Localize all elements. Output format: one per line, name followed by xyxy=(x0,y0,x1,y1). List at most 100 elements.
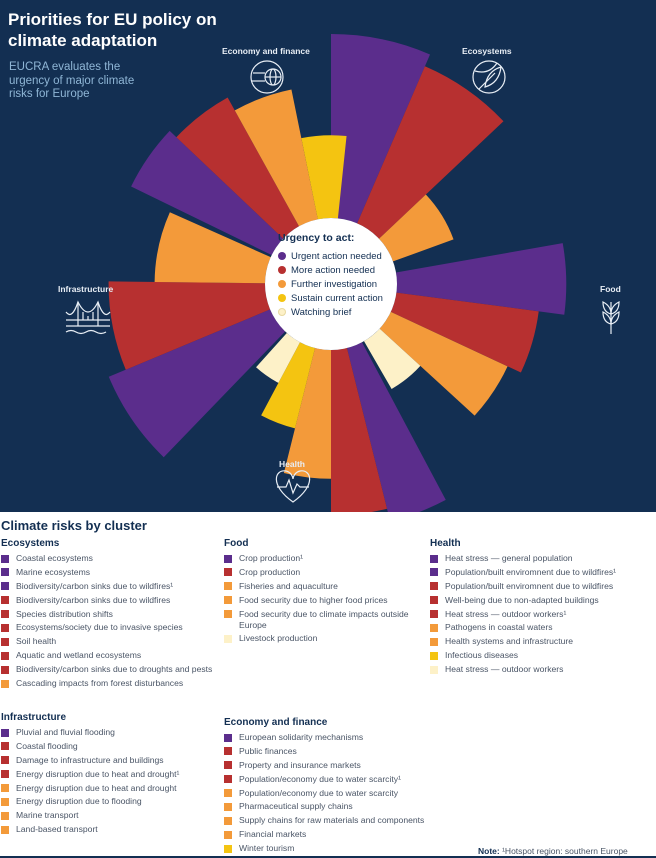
risk-item: Biodiversity/carbon sinks due to wildfir… xyxy=(1,581,216,592)
polar-bar xyxy=(176,97,300,239)
risk-swatch xyxy=(1,623,9,632)
risk-item: Winter tourism xyxy=(224,843,464,854)
risk-swatch xyxy=(224,816,232,825)
risk-swatch xyxy=(1,637,9,646)
risk-swatch xyxy=(1,568,9,577)
risk-label: Aquatic and wetland ecosystems xyxy=(16,650,142,661)
risk-label: Marine transport xyxy=(16,810,79,821)
risk-swatch xyxy=(430,610,438,619)
risk-label: Crop production¹ xyxy=(239,553,304,563)
risk-item: Heat stress — outdoor workers xyxy=(430,664,656,675)
risk-label: Crop production xyxy=(239,566,301,577)
legend-label: Watching brief xyxy=(291,306,352,318)
risk-label: Biodiversity/carbon sinks due to wildfir… xyxy=(16,580,174,591)
risk-item: Fisheries and aquaculture xyxy=(224,581,424,592)
risk-swatch xyxy=(430,651,438,660)
risk-item: Pluvial and fluvial flooding xyxy=(1,727,216,738)
legend-item: Urgent action needed xyxy=(278,249,398,263)
risk-swatch xyxy=(1,596,9,605)
risk-label: Livestock production xyxy=(239,633,318,644)
polar-bar xyxy=(379,194,454,262)
infographic-panel: Priorities for EU policy on climate adap… xyxy=(0,0,656,512)
label-health: Health xyxy=(279,459,305,469)
risk-item: Pathogens in coastal waters xyxy=(430,622,656,633)
legend-item: Further investigation xyxy=(278,277,398,291)
risk-item: Coastal flooding xyxy=(1,741,216,752)
globe-leaf-icon xyxy=(472,60,506,94)
legend-label: Further investigation xyxy=(291,278,378,290)
cluster-list-ecosystems: Ecosystems Coastal ecosystems Marine ecos… xyxy=(1,538,216,692)
legend-title: Urgency to act: xyxy=(278,232,355,244)
chart-center xyxy=(265,218,397,350)
risk-label: Pathogens in coastal waters xyxy=(445,622,553,633)
risk-swatch xyxy=(430,582,438,591)
risk-item: Population/economy due to water scarcity… xyxy=(224,774,464,785)
risk-swatch xyxy=(224,844,232,853)
risk-item: Population/built enviromnent due to wild… xyxy=(430,581,656,592)
cluster-list-food: Food Crop production¹ Crop production Fish… xyxy=(224,538,424,647)
risk-label: Food security due to higher food prices xyxy=(239,594,388,605)
risk-swatch xyxy=(1,742,9,751)
risk-swatch xyxy=(1,554,9,563)
legend-swatch xyxy=(278,266,286,274)
legend-item: Sustain current action xyxy=(278,291,398,305)
cluster-heading: Ecosystems xyxy=(1,538,60,549)
label-ecosystems: Ecosystems xyxy=(462,46,512,56)
risk-swatch xyxy=(224,596,232,605)
risk-swatch xyxy=(1,756,9,765)
polar-bar xyxy=(364,328,421,389)
bridge-icon xyxy=(65,300,111,335)
cluster-list-economy: Economy and finance European solidarity … xyxy=(224,717,464,857)
globe-dollar-icon xyxy=(250,60,284,94)
risk-label: Coastal ecosystems xyxy=(16,553,93,563)
risk-swatch xyxy=(224,789,232,798)
risk-swatch xyxy=(224,610,232,619)
risk-label: Heat stress — outdoor workers¹ xyxy=(445,608,567,619)
risk-item: Land-based transport xyxy=(1,824,216,835)
risk-label: Public finances xyxy=(239,745,297,756)
risk-item: Aquatic and wetland ecosystems xyxy=(1,650,216,661)
urgency-legend: Urgency to act: Urgent action needed Mor… xyxy=(278,232,398,319)
risk-item: Health systems and infrastructure xyxy=(430,636,656,647)
risk-swatch xyxy=(224,830,232,839)
risk-item: Food security due to higher food prices xyxy=(224,595,424,606)
section-title: Climate risks by cluster xyxy=(1,518,147,533)
risk-label: Pharmaceutical supply chains xyxy=(239,801,353,812)
legend-swatch xyxy=(278,294,286,302)
risk-swatch xyxy=(224,802,232,811)
risk-label: Energy disruption due to heat and drough… xyxy=(16,768,180,779)
legend-swatch xyxy=(278,252,286,260)
cluster-list-health: Health Heat stress — general population P… xyxy=(430,538,656,678)
risk-label: Biodiversity/carbon sinks due to wildfir… xyxy=(16,594,171,605)
risk-label: Biodiversity/carbon sinks due to drought… xyxy=(16,664,213,675)
risk-item: Pharmaceutical supply chains xyxy=(224,801,464,812)
legend-swatch xyxy=(278,280,286,288)
risk-swatch xyxy=(224,761,232,770)
wheat-icon xyxy=(602,301,620,334)
risk-label: Population/economy due to water scarcity xyxy=(239,787,399,798)
risk-label: Coastal flooding xyxy=(16,740,78,751)
risk-item: Cascading impacts from forest disturbanc… xyxy=(1,678,216,689)
polar-bar xyxy=(301,135,347,220)
risk-label: Supply chains for raw materials and comp… xyxy=(239,815,425,826)
cluster-list-infrastructure: Infrastructure Pluvial and fluvial flood… xyxy=(1,712,216,838)
risk-label: Infectious diseases xyxy=(445,650,519,661)
label-infrastructure: Infrastructure xyxy=(58,284,114,294)
label-economy: Economy and finance xyxy=(222,46,310,56)
risk-swatch xyxy=(224,775,232,784)
risk-label: Heat stress — outdoor workers xyxy=(445,664,564,675)
legend-item: More action needed xyxy=(278,263,398,277)
legend-label: More action needed xyxy=(291,264,375,276)
risk-label: European solidarity mechanisms xyxy=(239,732,364,742)
polar-bar xyxy=(108,309,286,458)
polar-bar xyxy=(283,348,331,479)
bottom-rule xyxy=(0,856,656,858)
risk-label: Marine ecosystems xyxy=(16,566,91,577)
risk-swatch xyxy=(430,623,438,632)
risk-swatch xyxy=(1,679,9,688)
heart-pulse-icon xyxy=(275,470,311,503)
polar-bar xyxy=(395,243,567,315)
risk-item: Well-being due to non-adapted buildings xyxy=(430,595,656,606)
polar-chart xyxy=(65,34,620,512)
risk-item: Heat stress — general population xyxy=(430,553,656,564)
